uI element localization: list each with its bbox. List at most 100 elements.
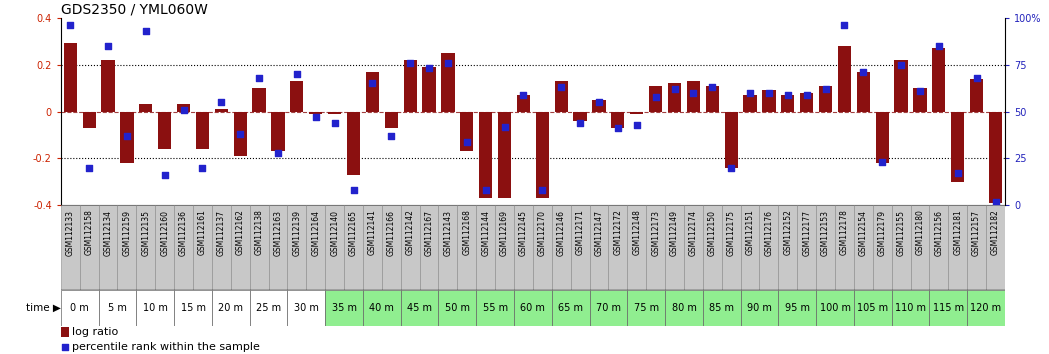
Text: GSM112177: GSM112177	[802, 210, 811, 256]
Text: GSM112137: GSM112137	[217, 210, 226, 256]
Bar	[363, 290, 401, 326]
Bar	[306, 205, 325, 290]
Text: GSM112148: GSM112148	[633, 210, 641, 256]
Text: GSM112167: GSM112167	[425, 210, 433, 256]
Bar	[630, 112, 643, 114]
Bar	[741, 205, 759, 290]
Text: 110 m: 110 m	[895, 303, 926, 313]
Bar	[948, 205, 967, 290]
Bar	[517, 95, 530, 112]
Bar	[382, 205, 401, 290]
Bar	[64, 44, 77, 112]
Bar	[61, 290, 99, 326]
Bar	[835, 205, 854, 290]
Point	[156, 172, 173, 178]
Text: GSM112147: GSM112147	[595, 210, 603, 256]
Bar	[287, 290, 325, 326]
Text: GSM112178: GSM112178	[840, 210, 849, 256]
Text: GSM112140: GSM112140	[330, 210, 339, 256]
Text: 45 m: 45 m	[407, 303, 432, 313]
Text: GSM112142: GSM112142	[406, 210, 414, 256]
Point	[761, 90, 777, 96]
Text: 80 m: 80 m	[671, 303, 697, 313]
Text: GSM112156: GSM112156	[935, 210, 943, 256]
Point	[742, 90, 758, 96]
Bar	[759, 205, 778, 290]
Point	[685, 90, 702, 96]
Point	[326, 120, 343, 126]
Point	[704, 84, 721, 90]
Bar	[215, 109, 228, 112]
Bar	[442, 53, 454, 112]
Bar	[102, 60, 114, 112]
Bar	[117, 205, 136, 290]
Bar	[876, 112, 889, 163]
Bar	[819, 86, 832, 112]
Point	[893, 62, 909, 68]
Bar	[986, 205, 1005, 290]
Bar	[420, 205, 438, 290]
Point	[591, 99, 607, 105]
Text: GSM112172: GSM112172	[614, 210, 622, 256]
Bar	[61, 327, 69, 337]
Bar	[80, 205, 99, 290]
Point	[477, 188, 494, 193]
Bar	[778, 205, 797, 290]
Point	[288, 71, 305, 77]
Text: GSM112158: GSM112158	[85, 210, 93, 256]
Bar	[83, 112, 95, 128]
Text: GSM112182: GSM112182	[991, 210, 1000, 255]
Bar	[778, 290, 816, 326]
Bar	[725, 112, 737, 168]
Text: percentile rank within the sample: percentile rank within the sample	[72, 342, 260, 352]
Bar	[99, 205, 117, 290]
Point	[119, 133, 135, 139]
Text: GSM112155: GSM112155	[897, 210, 905, 256]
Text: GSM112138: GSM112138	[255, 210, 263, 256]
Bar	[854, 290, 892, 326]
Text: GSM112165: GSM112165	[349, 210, 358, 256]
Bar	[684, 205, 703, 290]
Text: 40 m: 40 m	[369, 303, 394, 313]
Bar	[269, 205, 287, 290]
Bar	[231, 205, 250, 290]
Bar	[933, 48, 945, 112]
Bar	[536, 112, 549, 198]
Point	[572, 120, 588, 126]
Bar	[555, 81, 568, 112]
Point	[194, 165, 211, 171]
Text: 30 m: 30 m	[294, 303, 319, 313]
Bar	[457, 205, 476, 290]
Text: GSM112153: GSM112153	[821, 210, 830, 256]
Bar	[873, 205, 892, 290]
Text: GSM112166: GSM112166	[387, 210, 395, 256]
Text: GSM112161: GSM112161	[198, 210, 207, 256]
Text: 100 m: 100 m	[819, 303, 851, 313]
Bar	[929, 205, 948, 290]
Point	[666, 86, 683, 92]
Text: GSM112157: GSM112157	[972, 210, 981, 256]
Bar	[325, 290, 363, 326]
Bar	[250, 205, 269, 290]
Text: GSM112150: GSM112150	[708, 210, 716, 256]
Text: GDS2350 / YML060W: GDS2350 / YML060W	[61, 2, 208, 17]
Bar	[970, 79, 983, 112]
Bar	[196, 112, 209, 149]
Point	[798, 92, 815, 97]
Text: 75 m: 75 m	[634, 303, 659, 313]
Point	[874, 159, 891, 165]
Bar	[272, 112, 284, 152]
Bar	[438, 205, 457, 290]
Bar	[325, 205, 344, 290]
Bar	[646, 205, 665, 290]
Bar	[741, 290, 778, 326]
Bar	[665, 205, 684, 290]
Point	[270, 150, 286, 156]
Bar	[498, 112, 511, 198]
Text: GSM112160: GSM112160	[160, 210, 169, 256]
Bar	[649, 86, 662, 112]
Bar	[703, 205, 722, 290]
Bar	[155, 205, 174, 290]
Text: 10 m: 10 m	[143, 303, 168, 313]
Bar	[838, 46, 851, 112]
